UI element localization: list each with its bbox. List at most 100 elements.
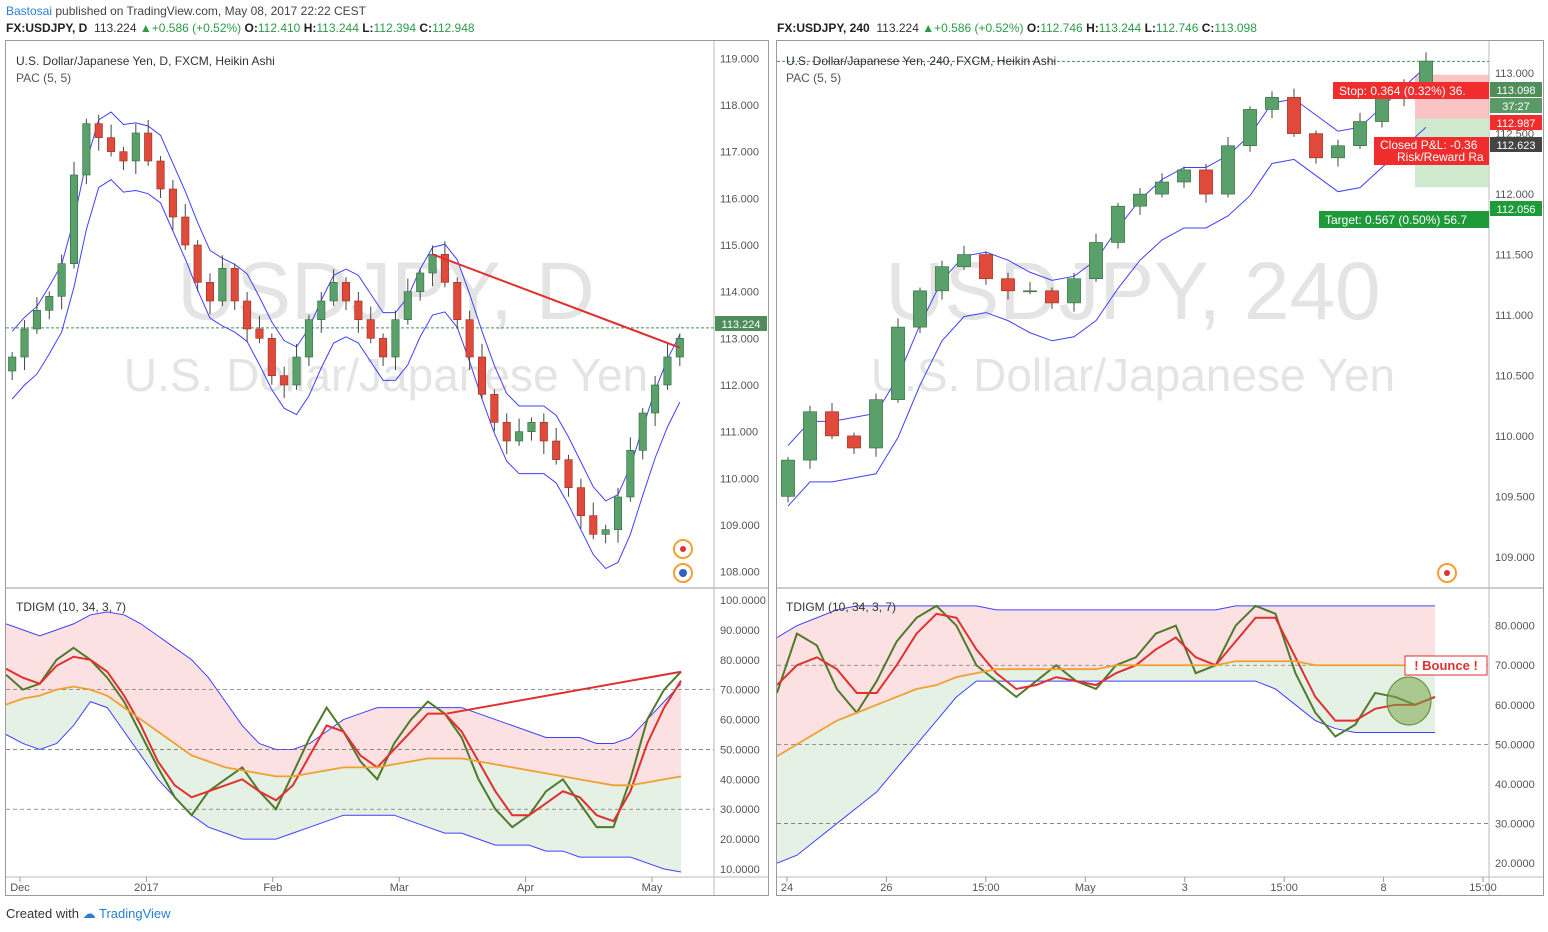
bounce-label[interactable]: ! Bounce ! <box>1414 658 1478 673</box>
right-candle <box>1309 133 1323 159</box>
tradingview-link[interactable]: TradingView <box>99 906 171 921</box>
right-candle <box>891 326 905 400</box>
left-price-axis-tick-label: 119.000 <box>720 53 759 65</box>
right-price-axis-tick-label: 110.000 <box>1495 431 1534 443</box>
left-candle <box>613 496 623 530</box>
left-candle <box>32 310 41 330</box>
left-osc-band-lower <box>5 701 682 873</box>
left-price-axis-tick-label: 111.000 <box>720 427 758 439</box>
entry-badge: 112.623 <box>1497 140 1536 152</box>
target-label-bg[interactable] <box>1319 211 1489 228</box>
left-open: 112.410 <box>257 21 301 35</box>
left-pac-label[interactable]: PAC (5, 5) <box>16 71 71 85</box>
left-candle <box>230 268 239 302</box>
target-label[interactable]: Target: 0.567 (0.50%) 56.7 <box>1325 213 1467 227</box>
left-symbol[interactable]: FX:USDJPY, D <box>6 21 88 35</box>
right-osc-lower-zone <box>777 661 1435 864</box>
left-osc-upper-zone <box>6 611 681 786</box>
stop-badge-bg <box>1490 115 1542 130</box>
left-candle <box>366 319 375 339</box>
left-candle <box>107 137 116 152</box>
left-time-axis-tick-label: Mar <box>390 882 409 894</box>
created-with-text: Created with <box>6 906 79 921</box>
left-candle <box>205 282 215 302</box>
right-candle <box>1331 145 1345 159</box>
tradingview-cloud-icon[interactable]: ☁ <box>82 906 96 921</box>
entry-badge-bg <box>1490 137 1542 152</box>
right-candle <box>935 266 949 292</box>
risk-reward-label[interactable]: Risk/Reward Ra <box>1397 150 1484 164</box>
left-osc-tick-label: 70.0000 <box>720 685 760 697</box>
right-osc-upper-zone <box>777 605 1435 757</box>
right-chart-svg[interactable]: USDJPY, 240 U.S. Dollar/Japanese Yen 113… <box>776 41 1543 895</box>
left-price-axis-tick-label: 109.000 <box>720 520 760 532</box>
left-price-axis-tick-label: 115.000 <box>720 240 759 252</box>
left-low: 112.394 <box>373 21 417 35</box>
left-osc-tick-label: 50.0000 <box>720 744 760 756</box>
right-last-price: 113.224 <box>876 21 919 35</box>
left-watermark-name: U.S. Dollar/Japanese Yen <box>124 349 648 401</box>
left-candle <box>329 282 338 302</box>
author-link[interactable]: Bastosai <box>6 4 53 18</box>
left-osc-lower-zone <box>6 686 681 873</box>
right-candle <box>1375 97 1389 122</box>
right-candle <box>1133 193 1147 207</box>
left-candle <box>477 356 487 395</box>
left-candle <box>193 244 202 283</box>
right-osc-tick-label: 40.0000 <box>1495 779 1535 791</box>
left-candle <box>490 394 499 423</box>
right-chart-panel[interactable]: USDJPY, 240 U.S. Dollar/Japanese Yen 113… <box>776 40 1544 896</box>
right-candle <box>1155 181 1169 195</box>
stop-label[interactable]: Stop: 0.364 (0.32%) 36. <box>1339 84 1466 98</box>
left-candle <box>20 328 29 358</box>
closed-pnl-bg[interactable] <box>1374 137 1489 165</box>
left-candle <box>675 338 684 358</box>
left-candle <box>651 384 660 414</box>
left-candle <box>515 431 524 442</box>
right-pac-low <box>787 126 1427 507</box>
right-low: 112.746 <box>1155 21 1199 35</box>
left-candle <box>69 174 79 264</box>
target-badge: 112.056 <box>1497 204 1536 216</box>
closed-pnl-label[interactable]: Closed P&L: -0.36 <box>1380 138 1478 152</box>
right-up-arrow-icon: ▲ <box>922 21 935 35</box>
left-candle <box>181 216 190 246</box>
left-candle <box>304 319 313 358</box>
left-price-badge-bg <box>715 316 767 331</box>
right-osc-title[interactable]: TDIGM (10, 34, 3, 7) <box>786 600 896 614</box>
bounce-label-bg[interactable] <box>1404 655 1488 676</box>
right-osc-tick-label: 80.0000 <box>1495 621 1535 633</box>
stop-label-bg[interactable] <box>1333 82 1489 99</box>
right-candle <box>957 254 971 267</box>
left-event-icons[interactable] <box>673 539 693 583</box>
left-osc-title[interactable]: TDIGM (10, 34, 3, 7) <box>16 600 126 614</box>
right-symbol[interactable]: FX:USDJPY, 240 <box>777 21 870 35</box>
right-price-axis-tick-label: 109.500 <box>1495 491 1535 503</box>
right-pac-label[interactable]: PAC (5, 5) <box>786 71 841 85</box>
right-time-axis-tick-label: 8 <box>1381 882 1387 894</box>
left-chart-svg[interactable]: USDJPY, D U.S. Dollar/Japanese Yen 119.0… <box>5 41 768 895</box>
bounce-highlight[interactable] <box>1386 676 1432 726</box>
left-chart-panel[interactable]: USDJPY, D U.S. Dollar/Japanese Yen 119.0… <box>5 40 769 896</box>
left-osc-tick-label: 90.0000 <box>720 625 760 637</box>
left-time-axis-tick-label: Feb <box>263 882 282 894</box>
right-candle <box>1089 242 1103 280</box>
left-candle <box>663 356 672 386</box>
left-candle <box>403 291 412 320</box>
left-osc-trendline <box>446 670 682 715</box>
left-pac-high <box>11 111 681 502</box>
right-candle <box>1199 169 1213 195</box>
right-candle <box>1111 205 1125 243</box>
right-candle <box>1287 97 1301 134</box>
left-time-axis-tick-label: May <box>642 882 663 894</box>
right-chart-title: U.S. Dollar/Japanese Yen, 240, FXCM, Hei… <box>786 54 1056 68</box>
left-osc-tick-label: 20.0000 <box>720 834 760 846</box>
left-candle <box>391 319 400 358</box>
left-price-axis-tick-label: 113.000 <box>720 333 759 345</box>
left-price-axis-tick-label: 108.000 <box>720 567 760 579</box>
left-last-price: 113.224 <box>94 21 137 35</box>
right-candle <box>825 411 839 437</box>
right-candle <box>1265 97 1279 110</box>
right-watermark-name: U.S. Dollar/Japanese Yen <box>871 349 1395 401</box>
left-osc-tick-label: 10.0000 <box>720 864 760 876</box>
